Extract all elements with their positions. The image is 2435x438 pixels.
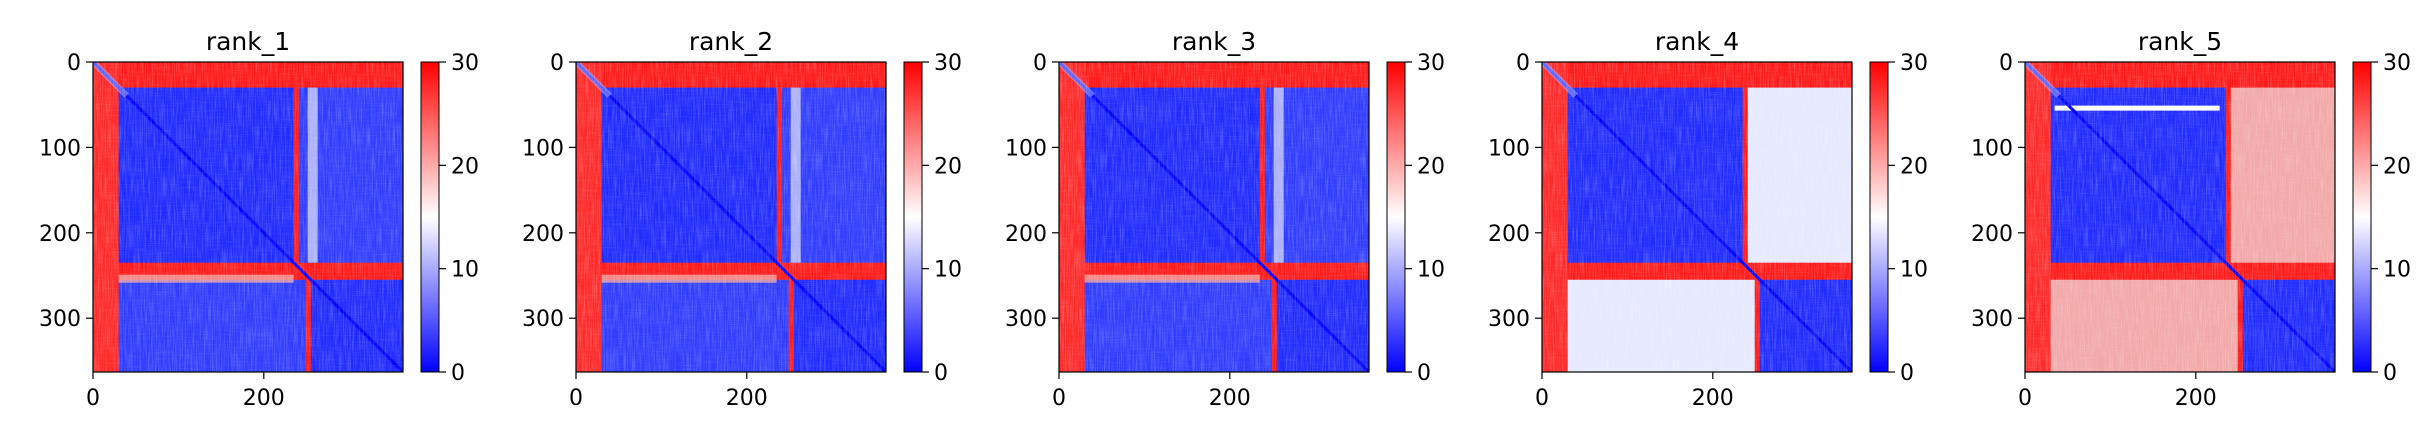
panel-title: rank_5 <box>2138 27 2222 56</box>
heatmap-image <box>1542 62 1852 372</box>
colorbar-tick-label: 20 <box>1900 154 1928 179</box>
y-tick-label: 100 <box>1971 136 2013 161</box>
heatmap-panel-3: rank_3 0 100 200 300 0 200 0 10 20 30 <box>1005 27 1445 411</box>
panel-title: rank_4 <box>1655 27 1739 56</box>
colorbar-frame <box>420 61 440 373</box>
texture-cols <box>2025 62 2335 372</box>
heatmap-image <box>2025 62 2335 372</box>
heatmap-panel-5: rank_5 0 100 200 300 0 200 0 10 20 30 <box>1971 27 2411 411</box>
colorbar-frame <box>1386 61 1406 373</box>
texture-cols <box>1542 62 1852 372</box>
y-tick-label: 300 <box>1971 307 2013 332</box>
colorbar <box>904 62 922 372</box>
x-tick-label: 0 <box>1535 386 1549 411</box>
colorbar-tick-label: 20 <box>934 154 962 179</box>
axes-frame <box>1058 61 1370 373</box>
colorbar-tick-label: 20 <box>451 154 479 179</box>
y-tick-label: 100 <box>522 136 564 161</box>
x-tick-label: 200 <box>726 386 768 411</box>
colorbar-tick-label: 10 <box>1417 258 1445 283</box>
x-tick-label: 200 <box>1209 386 1251 411</box>
y-tick-label: 0 <box>1033 51 1047 76</box>
axes-frame <box>1541 61 1853 373</box>
x-tick-label: 0 <box>86 386 100 411</box>
y-tick-label: 0 <box>67 51 81 76</box>
x-tick-label: 0 <box>2018 386 2032 411</box>
colorbar-frame <box>903 61 923 373</box>
colorbar-tick-label: 10 <box>2383 258 2411 283</box>
colorbar-frame <box>2352 61 2372 373</box>
heatmap-image <box>576 62 886 372</box>
colorbar-tick-label: 30 <box>451 51 479 76</box>
axes-frame <box>2024 61 2336 373</box>
y-tick-label: 300 <box>1005 307 1047 332</box>
colorbar-frame <box>1869 61 1889 373</box>
y-tick-label: 100 <box>1488 136 1530 161</box>
colorbar-tick-label: 30 <box>934 51 962 76</box>
x-tick-label: 200 <box>1692 386 1734 411</box>
colorbar <box>2353 62 2371 372</box>
texture-cols <box>93 62 403 372</box>
panel-title: rank_2 <box>689 27 773 56</box>
colorbar-tick-label: 10 <box>934 258 962 283</box>
colorbar-tick-label: 20 <box>2383 154 2411 179</box>
y-tick-label: 300 <box>1488 307 1530 332</box>
colorbar-tick-label: 30 <box>1900 51 1928 76</box>
x-tick-label: 200 <box>243 386 285 411</box>
axes-frame <box>575 61 887 373</box>
colorbar-tick-label: 20 <box>1417 154 1445 179</box>
heatmap-image <box>1059 62 1369 372</box>
y-tick-label: 200 <box>522 222 564 247</box>
y-tick-label: 100 <box>39 136 81 161</box>
colorbar <box>1870 62 1888 372</box>
colorbar-tick-label: 0 <box>934 361 948 386</box>
x-tick-label: 200 <box>2175 386 2217 411</box>
y-tick-label: 200 <box>1005 222 1047 247</box>
y-tick-label: 200 <box>1971 222 2013 247</box>
colorbar <box>1387 62 1405 372</box>
y-tick-label: 0 <box>1516 51 1530 76</box>
colorbar-tick-label: 10 <box>451 258 479 283</box>
colorbar-tick-label: 0 <box>1417 361 1431 386</box>
y-tick-label: 0 <box>1999 51 2013 76</box>
panel-title: rank_3 <box>1172 27 1256 56</box>
colorbar <box>421 62 439 372</box>
axes-frame <box>92 61 404 373</box>
texture-cols <box>576 62 886 372</box>
heatmap-panel-1: rank_1 0 100 200 300 0 200 0 10 20 30 <box>39 27 479 411</box>
panel-title: rank_1 <box>206 27 290 56</box>
colorbar-tick-label: 0 <box>451 361 465 386</box>
texture-cols <box>1059 62 1369 372</box>
y-tick-label: 300 <box>39 307 81 332</box>
colorbar-tick-label: 0 <box>1900 361 1914 386</box>
colorbar-tick-label: 30 <box>1417 51 1445 76</box>
heatmap-panel-4: rank_4 0 100 200 300 0 200 0 10 20 30 <box>1488 27 1928 411</box>
y-tick-label: 200 <box>1488 222 1530 247</box>
y-tick-label: 200 <box>39 222 81 247</box>
colorbar-tick-label: 30 <box>2383 51 2411 76</box>
heatmap-panel-2: rank_2 0 100 200 300 0 200 0 10 20 30 <box>522 27 962 411</box>
y-tick-label: 0 <box>550 51 564 76</box>
heatmap-image <box>93 62 403 372</box>
x-tick-label: 0 <box>1052 386 1066 411</box>
colorbar-tick-label: 0 <box>2383 361 2397 386</box>
y-tick-label: 100 <box>1005 136 1047 161</box>
x-tick-label: 0 <box>569 386 583 411</box>
colorbar-tick-label: 10 <box>1900 258 1928 283</box>
y-tick-label: 300 <box>522 307 564 332</box>
